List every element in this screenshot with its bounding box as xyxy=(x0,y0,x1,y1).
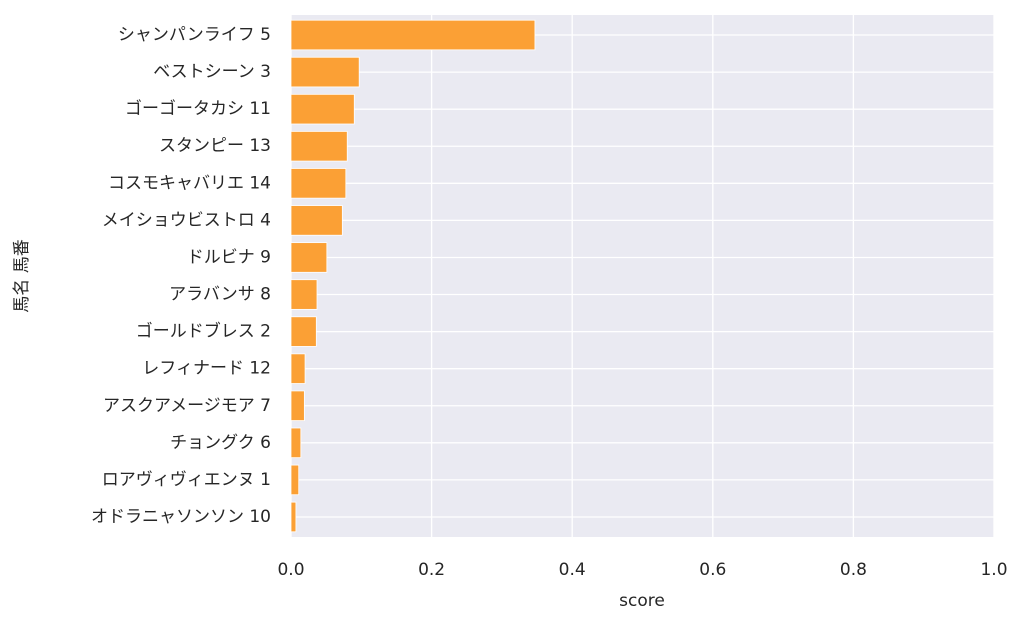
y-tick-label: アスクアメージモア 7 xyxy=(103,396,271,416)
bar xyxy=(290,390,305,421)
bar xyxy=(290,93,355,125)
y-tick-label: ロアヴィヴィエンヌ 1 xyxy=(102,470,271,490)
bar xyxy=(290,205,343,236)
y-tick-label: ゴールドブレス 2 xyxy=(136,321,271,342)
y-tick-label: レフィナード 12 xyxy=(142,359,271,379)
x-tick-label: 0.6 xyxy=(699,560,726,580)
y-tick-label: スタンピー 13 xyxy=(159,136,271,156)
bar xyxy=(290,316,317,347)
y-tick-label: シャンパンライフ 5 xyxy=(118,25,271,45)
bar xyxy=(290,56,360,88)
bar xyxy=(290,168,347,199)
bar xyxy=(290,464,300,496)
y-tick-label: ベストシーン 3 xyxy=(153,62,271,82)
bar xyxy=(290,501,297,533)
bar xyxy=(290,19,536,51)
x-axis-label: score xyxy=(619,591,665,611)
x-tick-label: 0.2 xyxy=(418,560,445,580)
y-tick-label: ゴーゴータカシ 11 xyxy=(125,98,271,119)
plot-area xyxy=(291,15,994,537)
y-tick-label: オドラニャソンソン 10 xyxy=(91,507,271,527)
bar xyxy=(290,242,328,273)
x-tick-label: 0.0 xyxy=(277,560,304,580)
x-tick-label: 0.4 xyxy=(559,560,586,580)
x-tick-label: 1.0 xyxy=(980,560,1007,580)
y-axis-label: 馬名 馬番 xyxy=(12,239,32,312)
y-tick-label: コスモキャバリエ 14 xyxy=(108,173,271,193)
bar xyxy=(290,279,318,310)
bar xyxy=(290,427,302,459)
bar xyxy=(290,131,348,162)
y-tick-label: アラバンサ 8 xyxy=(169,285,271,305)
x-tick-label: 0.8 xyxy=(840,560,867,580)
y-tick-label: メイショウビストロ 4 xyxy=(102,210,271,230)
y-tick-label: チョングク 6 xyxy=(170,433,271,453)
y-tick-label: ドルビナ 9 xyxy=(187,247,271,267)
bar xyxy=(290,353,306,384)
